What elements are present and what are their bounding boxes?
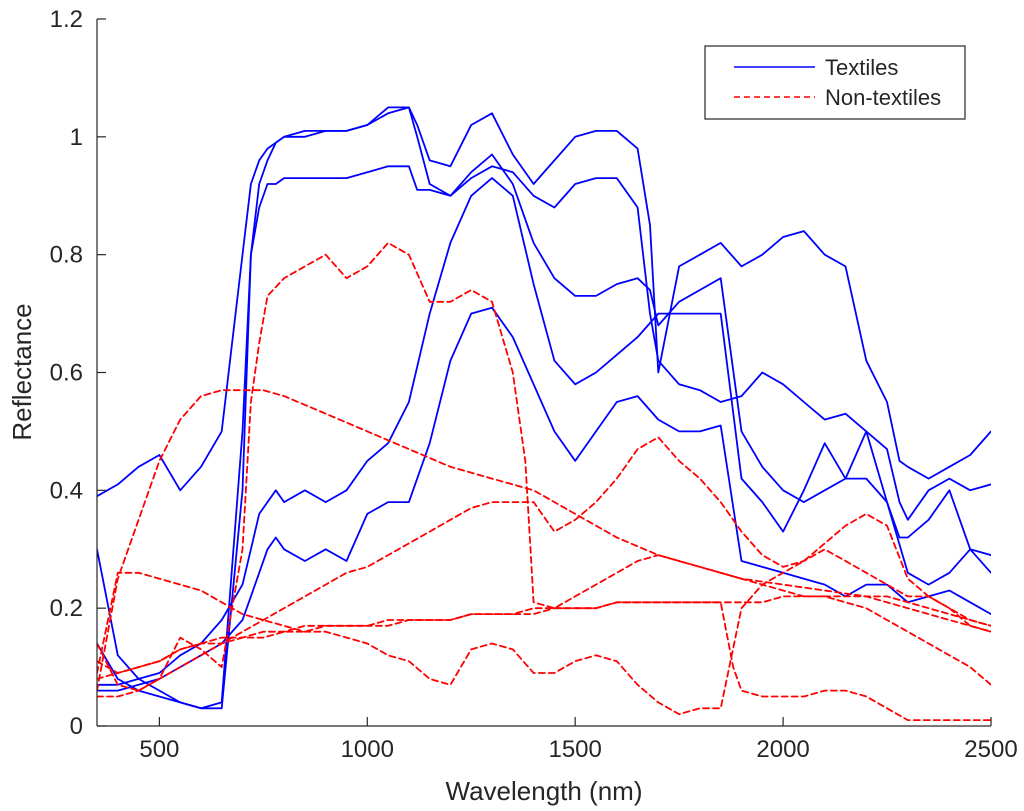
x-tick-label: 500 bbox=[139, 736, 179, 763]
series-line-textiles-3 bbox=[97, 153, 991, 710]
y-tick-label: 1.2 bbox=[50, 6, 83, 33]
y-tick-label: 0.8 bbox=[50, 242, 83, 269]
legend: Textiles Non-textiles bbox=[704, 45, 966, 120]
x-axis-label: Wavelength (nm) bbox=[446, 776, 643, 806]
legend-box bbox=[704, 45, 966, 120]
y-tick-label: 1 bbox=[70, 124, 83, 151]
series-line-non-textiles-8 bbox=[97, 436, 991, 692]
y-axis-label: Reflectance bbox=[7, 303, 37, 440]
series-line-non-textiles-10 bbox=[97, 513, 991, 716]
x-tick-label: 2500 bbox=[964, 736, 1017, 763]
series-line-non-textiles-6 bbox=[97, 242, 991, 698]
series-line-textiles-4 bbox=[97, 177, 991, 686]
series-line-non-textiles-11 bbox=[97, 595, 991, 680]
y-tick-label: 0.4 bbox=[50, 477, 83, 504]
y-tick-label: 0 bbox=[70, 713, 83, 740]
legend-label-textiles: Textiles bbox=[825, 55, 898, 80]
y-tick-label: 0.6 bbox=[50, 360, 83, 387]
series-line-non-textiles-9 bbox=[97, 601, 991, 721]
x-tick-label: 1500 bbox=[548, 736, 601, 763]
x-tick-label: 2000 bbox=[756, 736, 809, 763]
plot-area bbox=[97, 106, 991, 721]
series-line-textiles-5 bbox=[97, 306, 991, 692]
series-line-textiles-1 bbox=[97, 106, 991, 521]
series-line-non-textiles-7 bbox=[97, 389, 991, 692]
y-tick-label: 0.2 bbox=[50, 595, 83, 622]
legend-label-non-textiles: Non-textiles bbox=[825, 85, 941, 110]
axes: 500 1000 1500 2000 2500 0 0.2 0.4 0.6 0.8 1 1.2 bbox=[50, 6, 1018, 763]
x-tick-label: 1000 bbox=[341, 736, 394, 763]
